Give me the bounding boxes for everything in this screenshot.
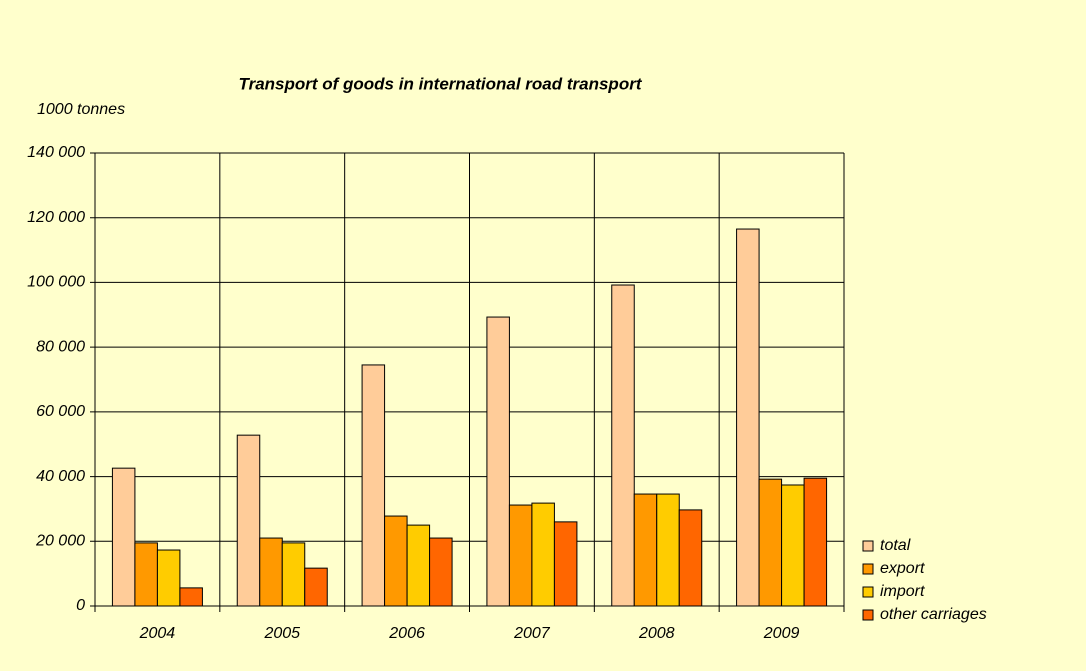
bar (508, 504, 533, 607)
bar (553, 521, 578, 607)
bar (486, 316, 510, 607)
legend-label: total (880, 537, 911, 554)
bar (259, 537, 283, 607)
bar (361, 364, 386, 607)
bar (236, 434, 261, 607)
bar (156, 549, 181, 607)
y-tick-label: 140 000 (27, 144, 85, 161)
bar (179, 587, 203, 607)
x-tick-label: 2008 (638, 625, 675, 642)
bar (429, 537, 453, 607)
bar (781, 484, 805, 607)
y-tick-label: 100 000 (27, 274, 85, 291)
bar (134, 542, 158, 607)
bar (281, 542, 306, 607)
x-tick-label: 2007 (513, 625, 551, 642)
y-tick-label: 0 (76, 597, 85, 614)
bar (611, 284, 635, 607)
bar (384, 515, 408, 607)
legend-label: import (880, 583, 925, 600)
y-tick-label: 120 000 (27, 209, 85, 226)
y-tick-label: 40 000 (36, 468, 85, 485)
legend-swatch (862, 609, 874, 621)
legend-swatch (862, 540, 874, 552)
bar (406, 524, 431, 607)
y-tick-label: 20 000 (35, 533, 85, 550)
legend-swatch (862, 586, 874, 598)
x-tick-label: 2006 (388, 625, 425, 642)
legend-label: other carriages (880, 606, 987, 623)
bar (531, 502, 555, 607)
bar (803, 477, 828, 607)
bar (304, 567, 328, 607)
bar (758, 478, 783, 607)
y-axis-label: 1000 tonnes (37, 101, 125, 118)
bar (656, 493, 680, 607)
x-tick-label: 2004 (139, 625, 176, 642)
bar (678, 509, 703, 607)
chart-title: Transport of goods in international road… (239, 74, 643, 93)
bar (736, 228, 760, 607)
y-tick-label: 80 000 (36, 338, 85, 355)
bar (111, 467, 136, 607)
x-tick-label: 2009 (763, 625, 800, 642)
legend-label: export (880, 560, 925, 577)
legend-swatch (862, 563, 874, 575)
bar (633, 493, 658, 607)
y-tick-label: 60 000 (36, 403, 85, 420)
x-tick-label: 2005 (263, 625, 300, 642)
